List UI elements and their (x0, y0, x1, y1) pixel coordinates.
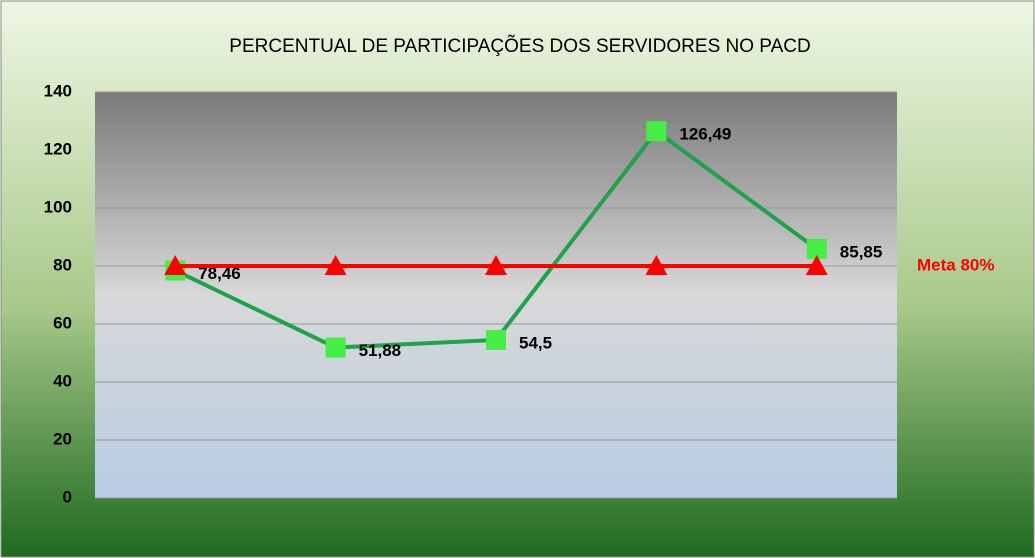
y-tick-label: 80 (53, 255, 72, 274)
y-tick-label: 100 (44, 197, 72, 216)
marker (486, 329, 506, 350)
marker (164, 255, 187, 275)
marker (485, 255, 507, 275)
data-label: 126,49 (679, 125, 731, 144)
marker (806, 239, 827, 260)
marker (324, 255, 347, 275)
y-tick-label: 140 (44, 81, 72, 100)
data-label: 51,88 (359, 341, 402, 360)
data-label: 85,85 (840, 243, 883, 262)
y-tick-label: 40 (53, 371, 72, 390)
data-label: 78,46 (198, 264, 241, 283)
legend-label: Meta 80% (917, 255, 994, 274)
marker (646, 121, 667, 142)
y-tick-label: 60 (53, 313, 72, 332)
marker (805, 255, 828, 275)
y-tick-label: 20 (53, 429, 72, 448)
data-label: 54,5 (519, 333, 552, 352)
y-tick-label: 0 (63, 487, 72, 506)
marker (325, 337, 346, 358)
plot-area (95, 92, 897, 498)
marker (645, 255, 668, 275)
y-tick-label: 120 (44, 139, 72, 158)
chart-title: PERCENTUAL DE PARTICIPAÇÕES DOS SERVIDOR… (229, 35, 810, 57)
